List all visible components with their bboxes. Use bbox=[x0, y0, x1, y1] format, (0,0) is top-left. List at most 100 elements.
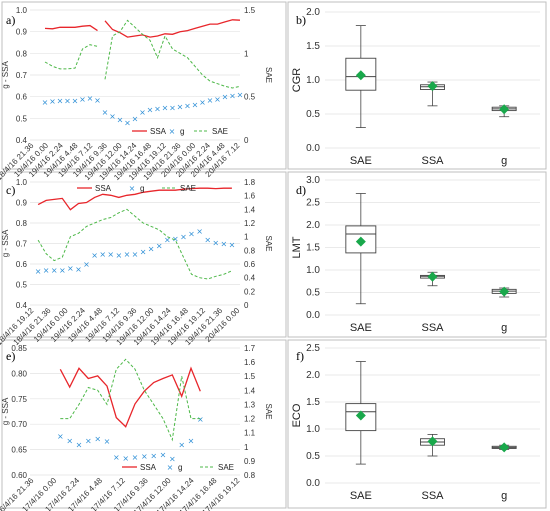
g-marker: × bbox=[79, 95, 86, 104]
legend-label-g: g bbox=[178, 463, 182, 472]
legend-label-sae: SAE bbox=[180, 184, 196, 193]
y-tick-label: 0.5 bbox=[16, 114, 28, 123]
g-marker: × bbox=[91, 251, 98, 260]
box-sae: SAE bbox=[345, 361, 377, 502]
x-category-label: SSA bbox=[421, 490, 444, 502]
box-chart-b: 0.0 0.5 1.0 1.5 2.0 CGR SAE SSA g b) bbox=[291, 7, 540, 167]
panel-frame bbox=[1, 339, 287, 509]
line-chart-c: 0.4 0.5 0.6 0.7 0.8 0.9 1.0 0 0.2 0.4 0.6 0.8 1 1.2 1.… bbox=[0, 178, 273, 347]
g-marker: × bbox=[156, 242, 163, 251]
g-marker: × bbox=[72, 96, 79, 105]
line-chart-a: 0.40.50.60.70.80.91.000.511.5g - SSA SAE1… bbox=[0, 6, 273, 182]
legend: SSA × g SAE bbox=[77, 184, 196, 193]
g-marker: × bbox=[229, 241, 236, 250]
g-marker: × bbox=[49, 97, 56, 106]
y-tick-label: 1.0 bbox=[306, 75, 320, 86]
y2-tick-label: 0 bbox=[244, 301, 249, 310]
g-marker: × bbox=[141, 452, 148, 461]
y2-tick-label: 0.8 bbox=[244, 246, 256, 255]
panel-frame bbox=[287, 339, 547, 509]
y-tick-label: 0.9 bbox=[16, 28, 28, 37]
line-chart-e: 0.60 0.65 0.70 0.75 0.80 0.85 0.8 0.9 1 1.1 1.2 1.3… bbox=[0, 344, 273, 511]
y-tick-label: 0.9 bbox=[16, 199, 28, 208]
y-tick-label: 0.80 bbox=[11, 369, 27, 378]
panel-frame bbox=[287, 171, 547, 338]
y2-tick-label: 1.1 bbox=[244, 429, 256, 438]
g-marker: × bbox=[169, 104, 176, 113]
mean-marker bbox=[499, 442, 510, 453]
panel-label: b) bbox=[296, 13, 306, 27]
y-tick-label: 0.5 bbox=[306, 288, 320, 299]
legend-swatch-g: × bbox=[169, 127, 176, 136]
g-marker: × bbox=[104, 437, 111, 446]
y2-tick-label: 1.3 bbox=[244, 400, 256, 409]
sae-line bbox=[37, 208, 233, 280]
y-tick-label: 0.65 bbox=[11, 446, 27, 455]
g-marker: × bbox=[43, 266, 50, 275]
g-marker: × bbox=[222, 93, 229, 102]
g-marker: × bbox=[113, 453, 120, 462]
y-tick-label: 0.6 bbox=[16, 93, 28, 102]
g-marker: × bbox=[139, 108, 146, 117]
g-marker: × bbox=[102, 108, 109, 117]
y-tick-label: 0.5 bbox=[16, 281, 28, 290]
y2-tick-label: 1.8 bbox=[244, 178, 256, 187]
mean-marker bbox=[427, 436, 438, 447]
y-tick-label: 0.7 bbox=[16, 240, 28, 249]
g-marker: × bbox=[178, 441, 185, 450]
g-marker: × bbox=[132, 114, 139, 123]
y2-tick-label: 0.8 bbox=[244, 471, 256, 480]
g-marker: × bbox=[204, 235, 211, 244]
y2-axis-label: SAE bbox=[264, 235, 273, 251]
ssa-line bbox=[59, 366, 201, 428]
g-marker: × bbox=[132, 453, 139, 462]
box-ssa: SSA bbox=[420, 433, 445, 502]
y2-axis-label: SAE bbox=[264, 403, 273, 419]
box-g: g bbox=[491, 442, 517, 502]
mean-marker bbox=[427, 81, 438, 92]
legend: SSA × g SAE bbox=[122, 463, 234, 472]
legend-label-g: g bbox=[180, 127, 184, 136]
y-axis-label: LMT bbox=[291, 236, 303, 258]
g-marker: × bbox=[148, 245, 155, 254]
legend-label-ssa: SSA bbox=[150, 127, 167, 136]
g-marker: × bbox=[57, 432, 64, 441]
y2-tick-label: 0.5 bbox=[244, 93, 256, 102]
g-marker: × bbox=[196, 227, 203, 236]
g-marker: × bbox=[150, 452, 157, 461]
y2-tick-label: 1.6 bbox=[244, 192, 256, 201]
g-marker: × bbox=[99, 250, 106, 259]
y-tick-label: 0.0 bbox=[306, 310, 320, 321]
x-category-label: SAE bbox=[350, 322, 372, 334]
y-tick-label: 0.0 bbox=[306, 478, 320, 489]
y2-tick-label: 0.6 bbox=[244, 260, 256, 269]
y-tick-label: 1.5 bbox=[306, 397, 320, 408]
y-tick-label: 0.8 bbox=[16, 49, 28, 58]
panel-label: a) bbox=[6, 13, 15, 27]
g-marker: × bbox=[154, 105, 161, 114]
g-marker: × bbox=[199, 98, 206, 107]
g-marker: × bbox=[75, 265, 82, 274]
y-tick-label: 0.4 bbox=[16, 301, 28, 310]
x-category-label: g bbox=[501, 322, 507, 334]
g-marker: × bbox=[188, 229, 195, 238]
y-tick-label: 0.0 bbox=[306, 143, 320, 154]
y-axis-label: g - SSA bbox=[1, 397, 10, 425]
g-marker: × bbox=[57, 97, 64, 106]
y2-tick-label: 0.2 bbox=[244, 287, 256, 296]
y-tick-label: 2.0 bbox=[306, 7, 320, 18]
mean-marker bbox=[355, 410, 366, 421]
panel-frame bbox=[1, 171, 287, 338]
y-tick-label: 0.70 bbox=[11, 420, 27, 429]
legend-label-sae: SAE bbox=[218, 463, 234, 472]
y-tick-label: 2.5 bbox=[306, 198, 320, 209]
y-tick-label: 0.75 bbox=[11, 395, 27, 404]
y-axis-label: CGR bbox=[291, 68, 303, 93]
y-tick-label: 2.0 bbox=[306, 220, 320, 231]
g-marker: × bbox=[237, 91, 244, 100]
y-tick-label: 0.5 bbox=[306, 451, 320, 462]
g-marker: × bbox=[184, 101, 191, 110]
g-marker: × bbox=[67, 264, 74, 273]
x-category-label: g bbox=[501, 155, 507, 167]
y2-tick-label: 1.2 bbox=[244, 415, 256, 424]
